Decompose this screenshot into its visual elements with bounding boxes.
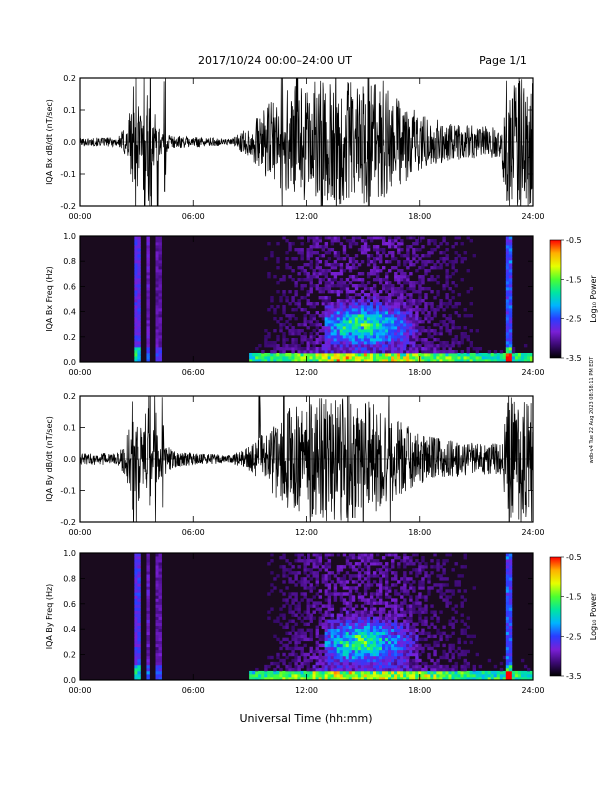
x-tick-label: 24:00 [521, 368, 544, 377]
x-tick-label: 06:00 [182, 686, 205, 695]
x-tick-label: 00:00 [68, 528, 91, 537]
colorbar [549, 239, 562, 359]
y-tick-label: 0.4 [63, 308, 76, 317]
x-tick-label: 00:00 [68, 686, 91, 695]
y-tick-label: 0.2 [63, 333, 76, 342]
y-axis-label: IQA By dB/dt (nT/sec) [45, 416, 54, 502]
y-tick-label: 0.2 [63, 392, 76, 401]
y-tick-label: 0.0 [63, 138, 76, 147]
x-tick-label: 00:00 [68, 212, 91, 221]
colorbar-label: Log₁₀ Power [589, 592, 598, 640]
y-tick-label: 0.8 [63, 257, 76, 266]
y-tick-label: -0.1 [60, 170, 76, 179]
y-tick-label: -0.2 [60, 518, 76, 527]
y-tick-label: 0.6 [63, 600, 76, 609]
y-tick-label: 1.0 [63, 232, 76, 241]
page-indicator: Page 1/1 [479, 54, 527, 67]
colorbar-label: Log₁₀ Power [589, 275, 598, 323]
panel-4: -0.5 -1.5 -2.5 -3.5 Log₁₀ Power 0.0 0.2 0.4 0.6 0… [45, 549, 598, 695]
x-tick-label: 12:00 [295, 528, 318, 537]
colorbar-tick-label: -2.5 [566, 315, 582, 324]
y-tick-label: 0.0 [63, 676, 76, 685]
x-tick-label: 12:00 [295, 212, 318, 221]
x-tick-label: 12:00 [295, 686, 318, 695]
colorbar-tick-label: -0.5 [566, 553, 582, 562]
y-tick-label: 0.1 [63, 424, 76, 433]
x-axis-label: Universal Time (hh:mm) [240, 712, 373, 725]
y-tick-label: 1.0 [63, 549, 76, 558]
y-tick-label: -0.2 [60, 202, 76, 211]
y-tick-label: 0.6 [63, 282, 76, 291]
colorbar-tick-label: -1.5 [566, 275, 582, 284]
colorbar-tick-label: -2.5 [566, 632, 582, 641]
colorbar [549, 556, 562, 677]
y-axis-label: IQA Bx Freq (Hz) [45, 266, 54, 332]
x-tick-label: 12:00 [295, 368, 318, 377]
panels: -0.2 -0.1 0.0 0.1 0.2 00:00 06:00 12:00 18:00 24:… [45, 74, 598, 695]
y-tick-label: 0.4 [63, 625, 76, 634]
dbdt-trace [80, 78, 533, 206]
x-tick-label: 24:00 [521, 686, 544, 695]
x-tick-label: 24:00 [521, 212, 544, 221]
y-tick-label: 0.0 [63, 358, 76, 367]
y-tick-label: 0.1 [63, 106, 76, 115]
spectrogram-cells [134, 236, 533, 362]
panel-2: -0.5 -1.5 -2.5 -3.5 Log₁₀ Power 0.0 0.2 0.4 0.6 0… [45, 232, 598, 377]
y-tick-label: -0.1 [60, 487, 76, 496]
x-tick-label: 06:00 [182, 528, 205, 537]
y-tick-label: 0.2 [63, 651, 76, 660]
x-tick-label: 18:00 [408, 686, 431, 695]
x-tick-label: 24:00 [521, 528, 544, 537]
x-tick-label: 18:00 [408, 368, 431, 377]
colorbar-tick-label: -1.5 [566, 593, 582, 602]
y-tick-label: 0.0 [63, 455, 76, 464]
figure-title: 2017/10/24 00:00–24:00 UT [198, 54, 352, 67]
processing-note: wdb-v4 Tue 22 Aug 2023 08:58:11 PM EDT [589, 356, 595, 464]
spectrogram-cells [134, 553, 533, 680]
y-axis-label: IQA By Freq (Hz) [45, 584, 54, 650]
x-tick-label: 00:00 [68, 368, 91, 377]
panel-1: -0.2 -0.1 0.0 0.1 0.2 00:00 06:00 12:00 18:00 24:… [45, 74, 545, 221]
x-tick-label: 06:00 [182, 368, 205, 377]
y-axis-label: IQA Bx dB/dt (nT/sec) [45, 99, 54, 185]
colorbar-tick-label: -3.5 [566, 672, 582, 681]
dbdt-trace [80, 396, 533, 522]
colorbar-tick-label: -0.5 [566, 236, 582, 245]
y-tick-label: 0.2 [63, 74, 76, 83]
x-tick-label: 18:00 [408, 212, 431, 221]
x-tick-label: 18:00 [408, 528, 431, 537]
y-tick-label: 0.8 [63, 574, 76, 583]
x-tick-label: 06:00 [182, 212, 205, 221]
panel-3: -0.2 -0.1 0.0 0.1 0.2 00:00 06:00 12:00 18:00 24:… [45, 392, 545, 537]
colorbar-tick-label: -3.5 [566, 354, 582, 363]
